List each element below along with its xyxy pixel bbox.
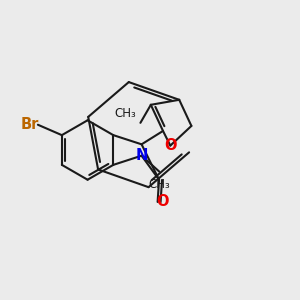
Text: O: O [157, 194, 169, 209]
Text: Br: Br [21, 117, 39, 132]
Text: N: N [135, 148, 148, 163]
Text: CH₃: CH₃ [114, 107, 136, 120]
Text: O: O [164, 138, 177, 153]
Text: CH₃: CH₃ [148, 178, 170, 190]
